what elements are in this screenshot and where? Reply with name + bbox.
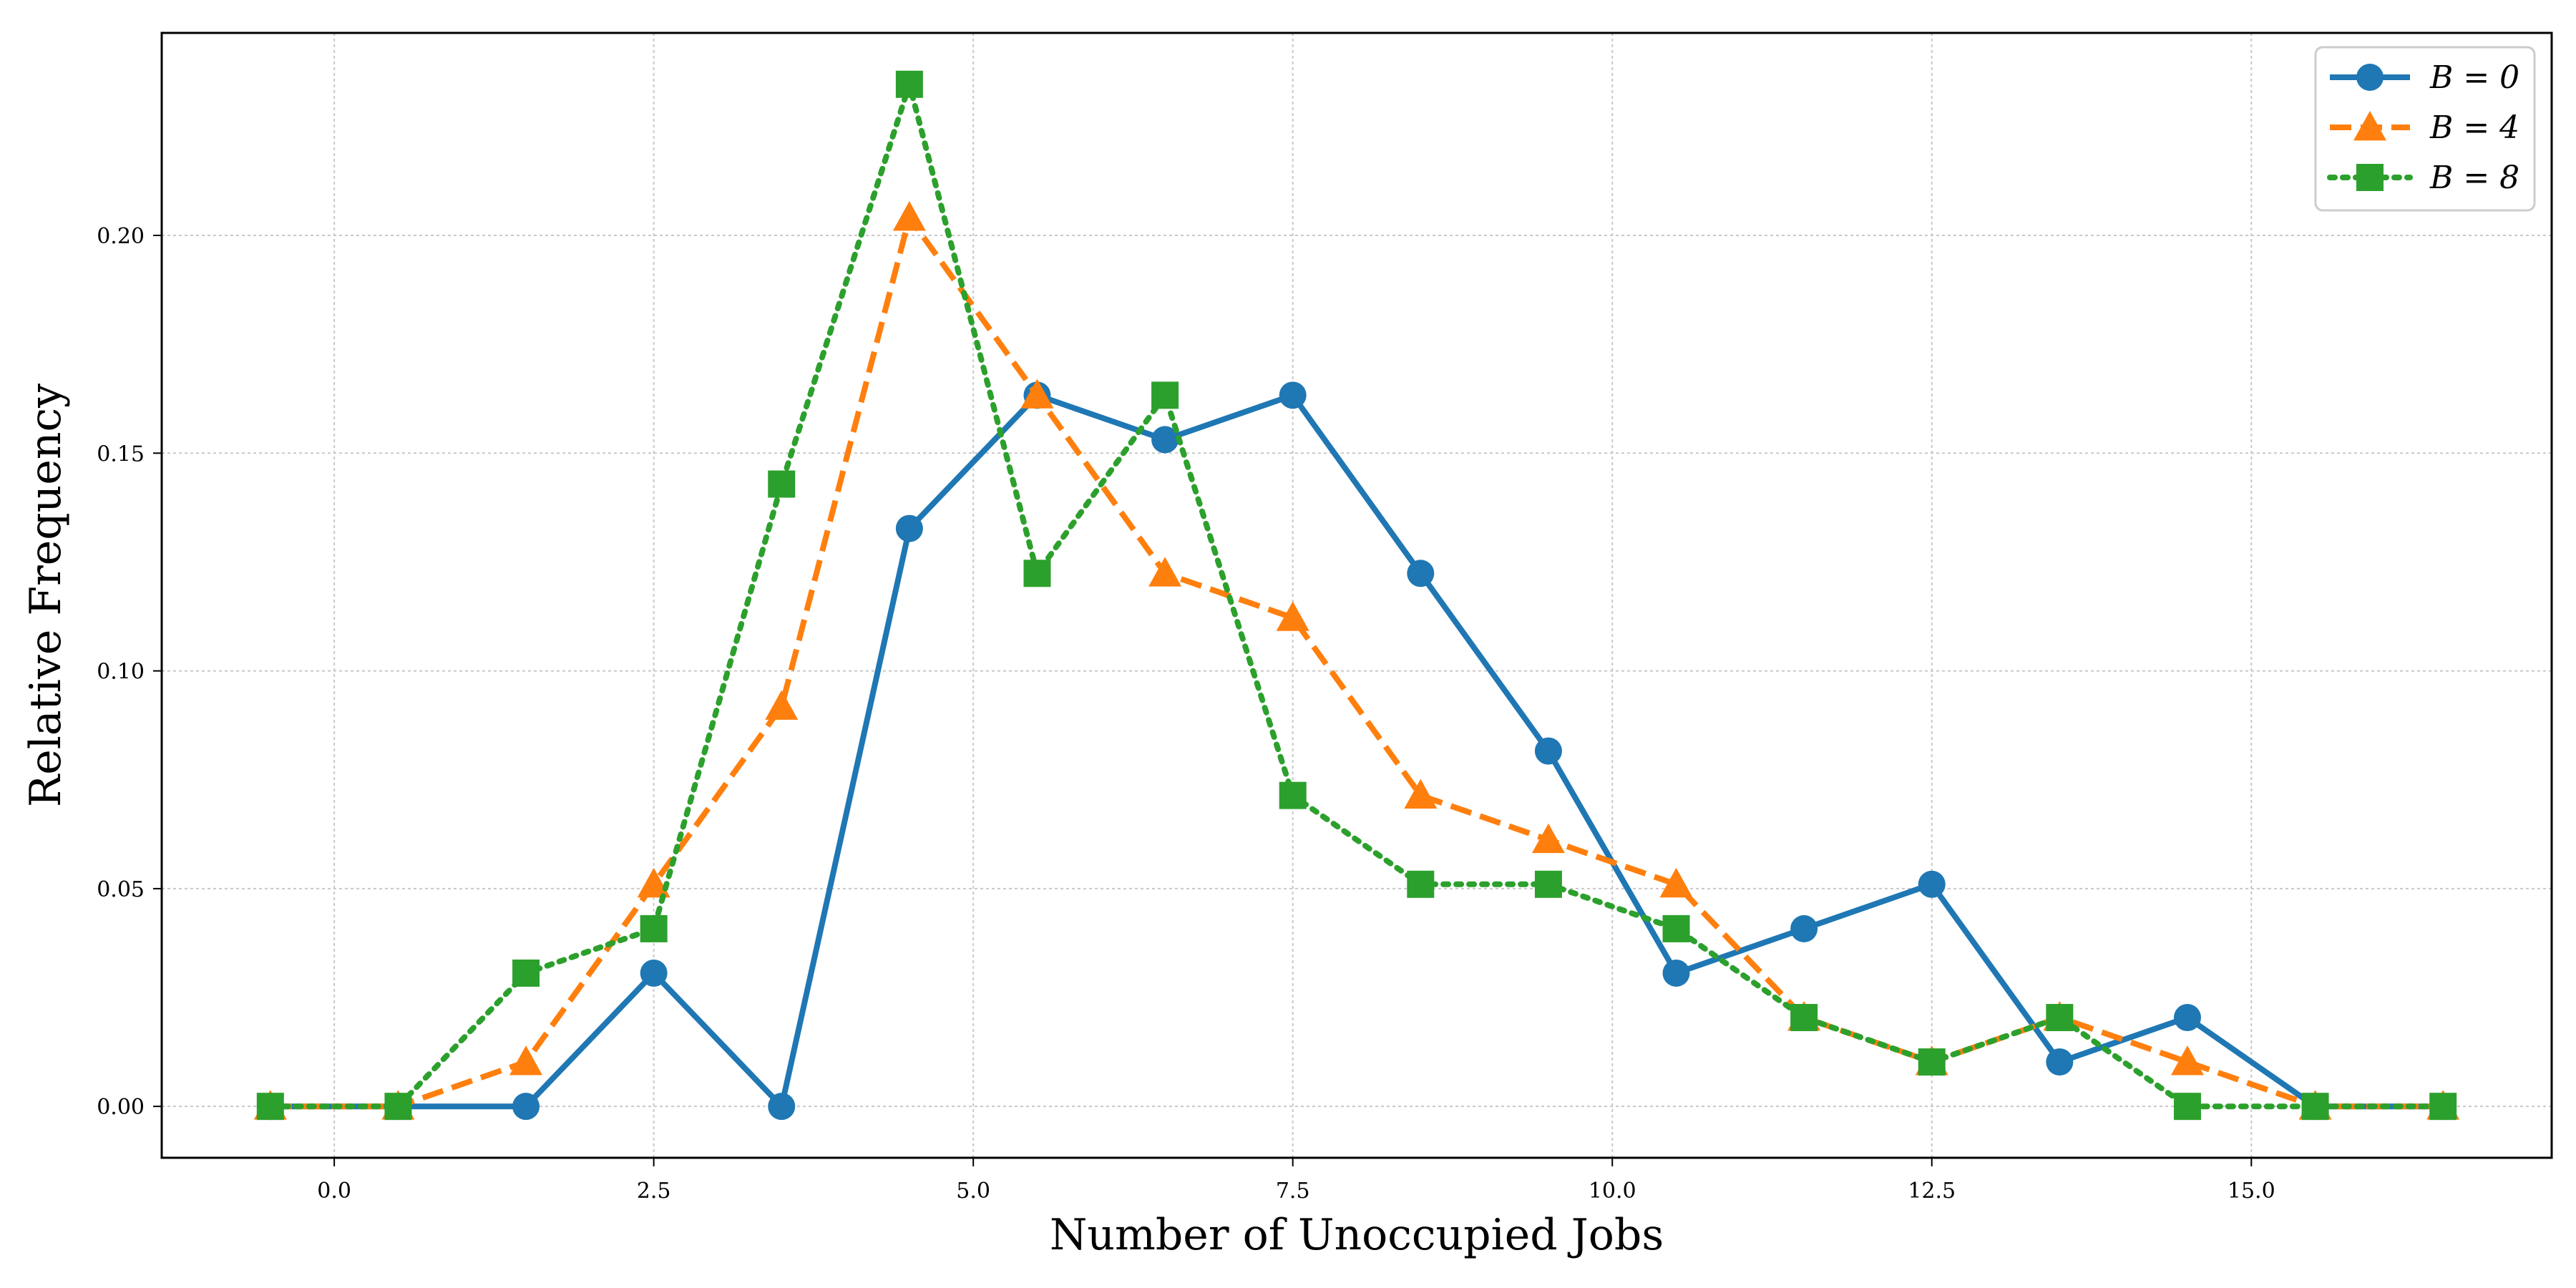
legend-label: B = 8 [2429,160,2519,196]
data-point [1279,381,1307,409]
data-point [768,1093,796,1121]
x-tick-label: 0.0 [317,1179,351,1204]
series-b=0 [256,381,2457,1121]
data-point [1020,379,1054,409]
data-point [1023,560,1051,587]
data-point [1407,870,1435,898]
series-b=4 [253,201,2460,1120]
series-lines [253,70,2460,1121]
data-point [765,690,799,720]
data-point [2429,1093,2457,1121]
legend-swatch-marker [2356,164,2384,191]
series-b=8 [256,70,2457,1121]
data-point [1534,870,1562,898]
data-point [2173,1093,2201,1121]
data-point [2046,1004,2074,1032]
data-point [2301,1093,2329,1121]
data-point [640,959,668,987]
y-tick-label: 0.10 [97,660,145,685]
data-point [1790,1004,1818,1032]
data-point [1659,867,1693,898]
data-point [892,201,926,231]
y-tick-label: 0.05 [97,877,145,902]
legend-swatch-marker [2356,64,2384,91]
data-point [1918,870,1946,898]
data-point [1534,737,1562,765]
x-tick-label: 5.0 [956,1179,990,1204]
data-point [895,514,923,542]
data-point [384,1093,412,1121]
data-point [1662,914,1690,942]
data-point [1151,426,1179,454]
data-point [256,1093,284,1121]
data-point [1148,557,1182,587]
data-point [1279,781,1307,809]
plot-frame [160,31,2553,1159]
data-point [2170,1045,2204,1075]
x-tick-label: 10.0 [1589,1179,1636,1204]
data-point [1662,959,1690,987]
data-point [2173,1004,2201,1032]
data-point [1404,779,1438,809]
data-point [2046,1048,2074,1076]
axis-ticks: 0.0 2.5 5.0 7.5 10.0 12.5 15.0 0.00 0.05 0.10 0.15… [97,224,2275,1204]
data-point [509,1045,543,1075]
data-point [768,470,796,498]
y-tick-label: 0.00 [97,1095,145,1120]
y-axis-label: Relative Frequency [21,384,71,807]
series-line [267,81,2446,1110]
legend-label: B = 0 [2429,59,2519,96]
data-point [895,70,923,98]
data-point [1276,601,1309,631]
legend-swatch-marker [2353,111,2386,141]
data-point [1918,1048,1946,1076]
data-point [637,867,670,898]
y-tick-label: 0.15 [97,441,145,467]
x-tick-label: 15.0 [2228,1179,2275,1204]
y-tick-label: 0.20 [97,224,145,249]
data-point [512,1093,540,1121]
x-tick-label: 2.5 [637,1179,671,1204]
data-point [512,959,540,987]
x-tick-label: 7.5 [1276,1179,1310,1204]
data-point [1790,914,1818,942]
x-tick-label: 12.5 [1908,1179,1956,1204]
grid [162,33,2552,1158]
series-line [270,392,2444,1110]
data-point [640,914,668,942]
data-point [1151,381,1179,409]
data-point [1407,560,1435,587]
legend: B = 0 B = 4 B = 8 [2314,46,2536,212]
data-point [1531,823,1565,854]
legend-label: B = 4 [2429,109,2519,146]
x-axis-label: Number of Unoccupied Jobs [1050,1210,1664,1260]
series-line [270,215,2444,1110]
